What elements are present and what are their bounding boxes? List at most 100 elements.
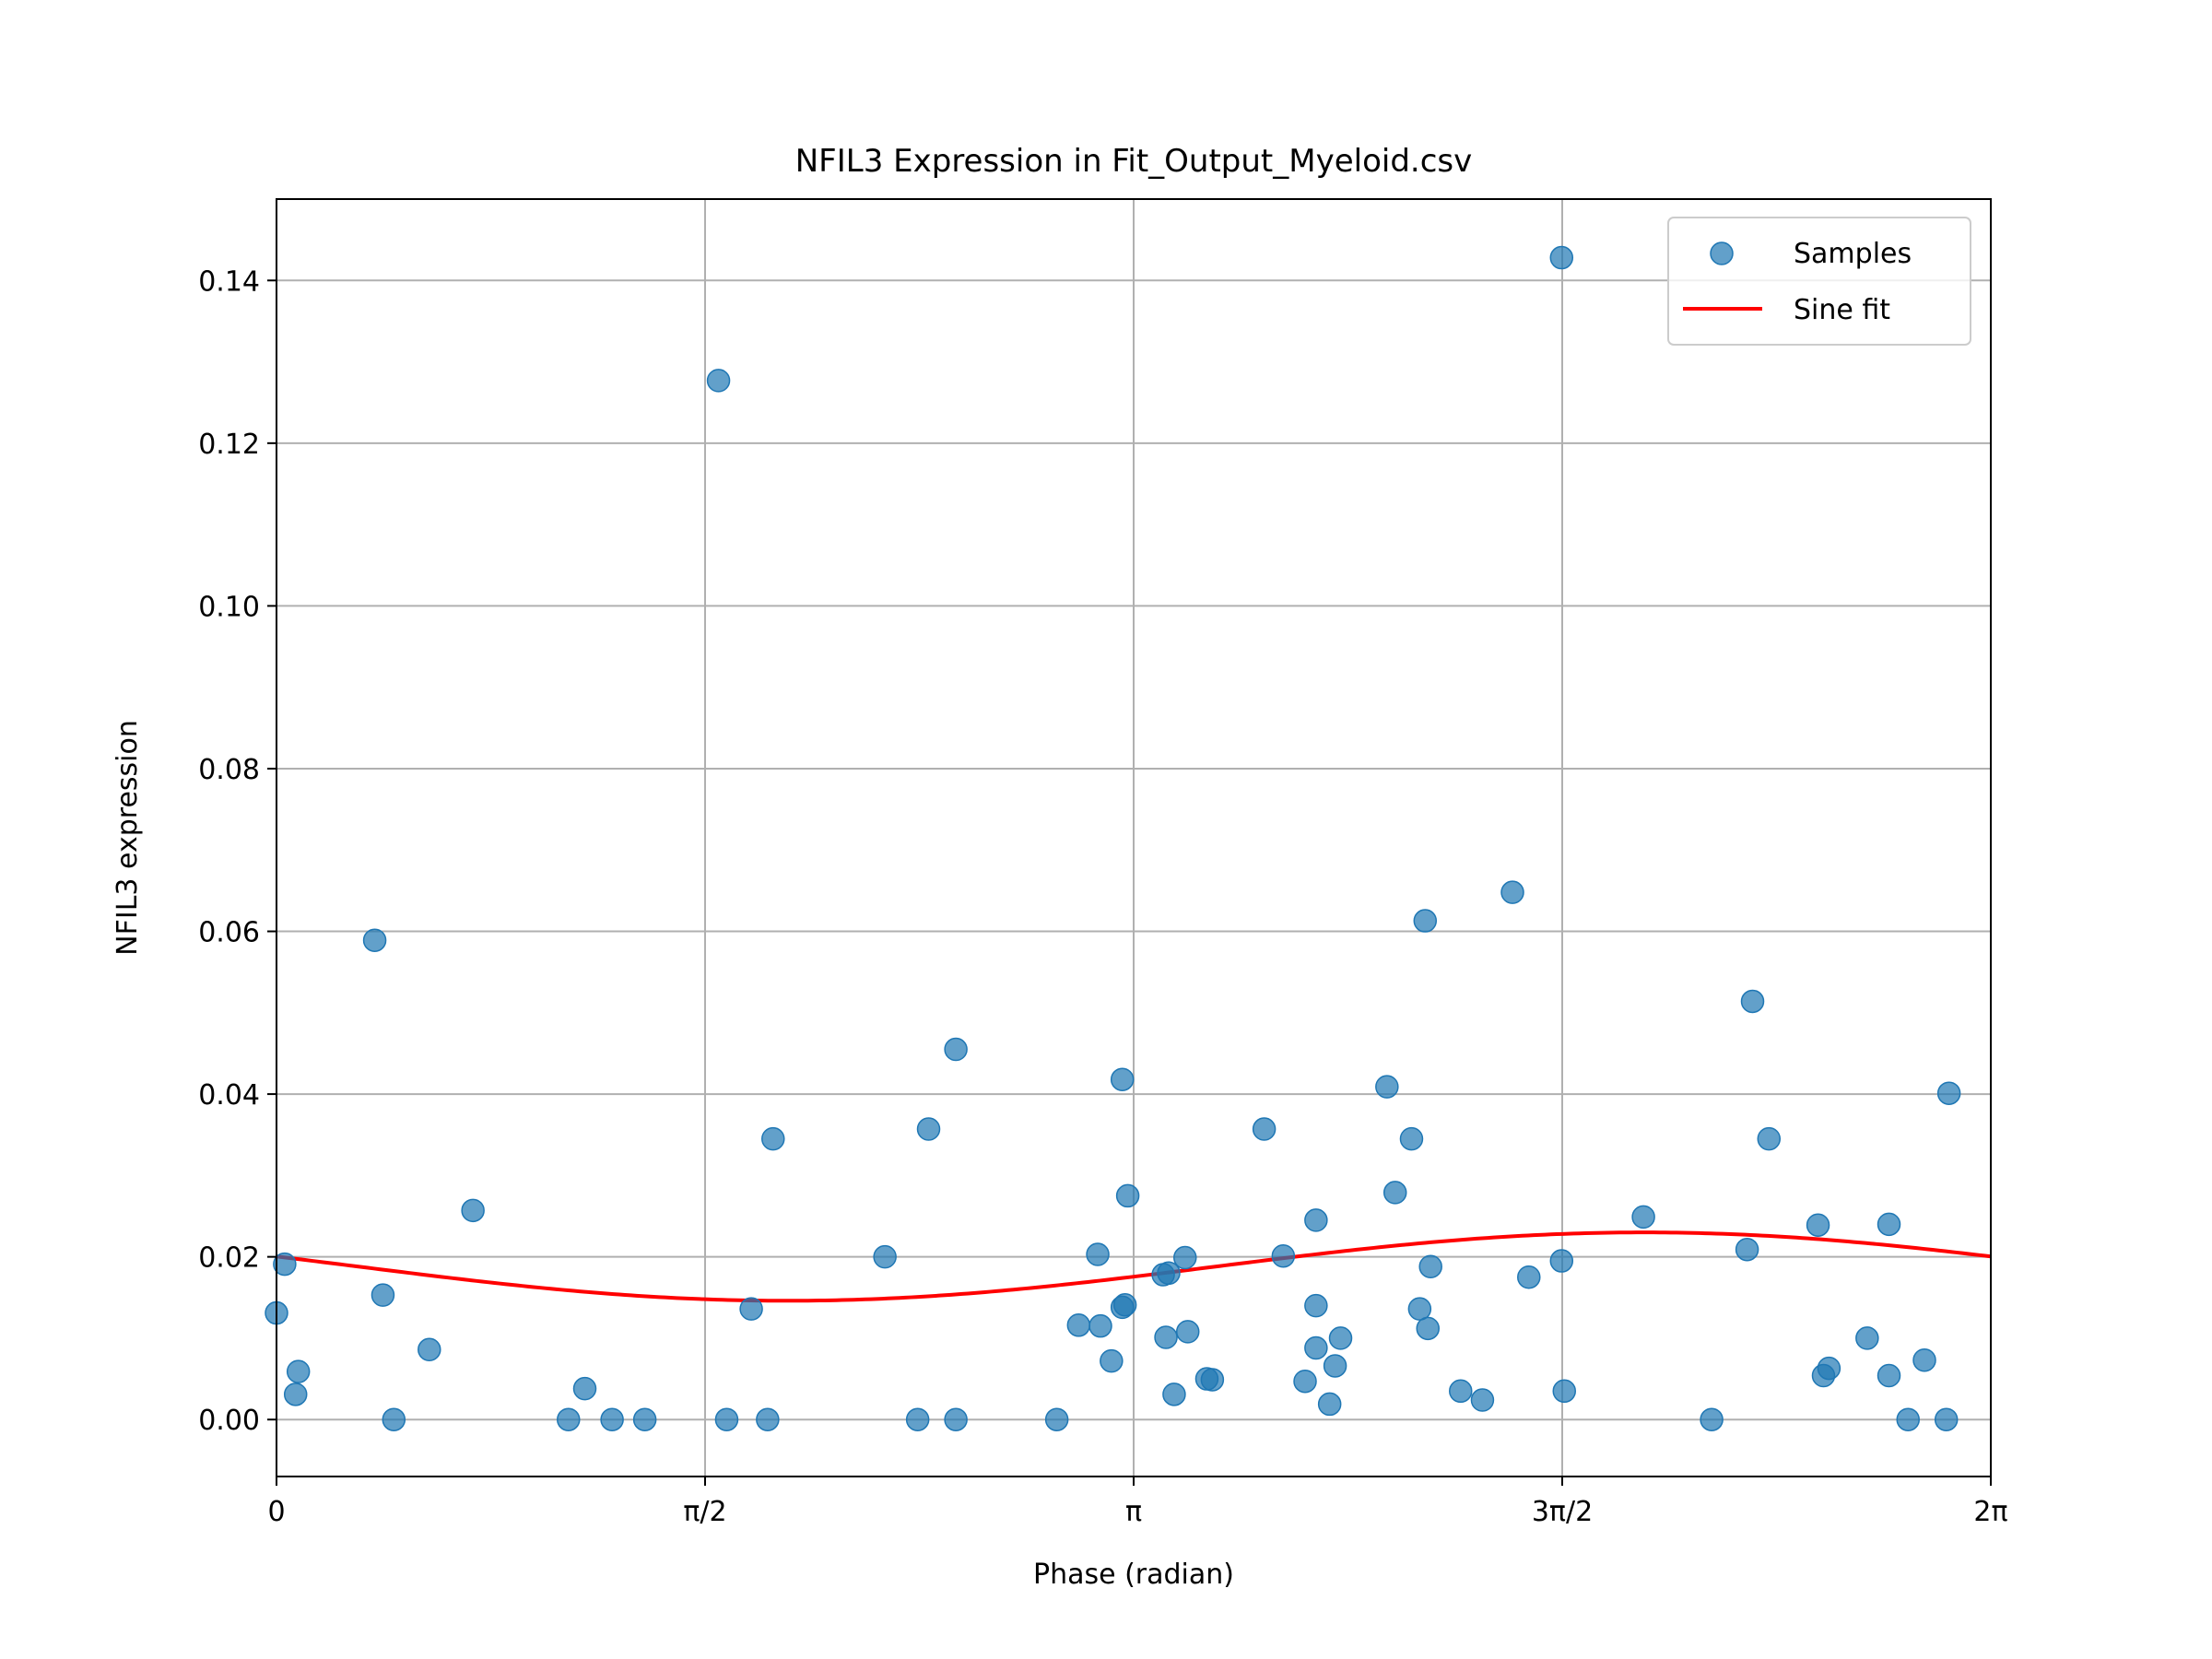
sample-point <box>371 1283 395 1307</box>
sample-point <box>461 1198 485 1223</box>
sample-point <box>1500 880 1524 904</box>
sample-point <box>1175 1320 1200 1344</box>
sample-point <box>273 1252 297 1277</box>
sample-point <box>418 1337 441 1362</box>
sample-point <box>1449 1379 1473 1404</box>
sample-point <box>1157 1261 1181 1286</box>
x-tick-label: π/2 <box>683 1496 726 1528</box>
sample-point <box>1044 1407 1069 1431</box>
sample-point <box>1304 1293 1328 1318</box>
y-axis-ticks: 0.00 0.02 0.04 0.06 0.08 0.10 0.12 0.14 <box>198 265 276 1437</box>
sample-point <box>1470 1388 1495 1412</box>
sample-point <box>632 1407 657 1431</box>
sample-point <box>286 1359 311 1383</box>
sample-point <box>1271 1244 1296 1268</box>
sample-point <box>1896 1407 1920 1431</box>
sample-point <box>1162 1382 1186 1406</box>
sine-fit-line <box>276 1230 1992 1303</box>
sample-point <box>1154 1325 1178 1349</box>
legend-box <box>1667 217 1971 346</box>
sample-point <box>1323 1354 1347 1378</box>
sample-points-layer <box>265 245 1961 1431</box>
sample-point <box>756 1407 780 1431</box>
sample-point <box>1115 1183 1140 1208</box>
sample-point <box>1293 1369 1317 1394</box>
sample-point <box>382 1407 406 1431</box>
sample-point <box>1549 1249 1574 1273</box>
sample-point <box>1806 1213 1830 1237</box>
sample-point <box>944 1037 968 1062</box>
x-axis-label: Phase (radian) <box>1033 1559 1234 1591</box>
legend-samples-marker <box>1710 241 1734 265</box>
sample-point <box>1304 1335 1328 1360</box>
sample-point <box>1110 1067 1135 1091</box>
sample-point <box>1413 909 1438 933</box>
x-tick-label: π <box>1125 1496 1142 1528</box>
y-axis-label: NFIL3 expression <box>112 720 144 956</box>
sample-point <box>1407 1297 1432 1321</box>
y-tick-label: 0.00 <box>198 1405 260 1437</box>
sample-point <box>714 1407 739 1431</box>
x-tick-label: 0 <box>267 1496 285 1528</box>
sample-point <box>916 1117 941 1141</box>
sample-point <box>1066 1313 1091 1337</box>
sample-point <box>1252 1117 1277 1141</box>
x-tick-label: 3π/2 <box>1532 1496 1593 1528</box>
sample-point <box>873 1244 897 1269</box>
sample-point <box>1418 1254 1442 1278</box>
sample-point <box>706 369 731 393</box>
y-tick-label: 0.06 <box>198 917 260 949</box>
sample-point <box>1855 1326 1879 1350</box>
sample-point <box>1740 989 1765 1014</box>
sample-point <box>1877 1363 1901 1388</box>
sample-point <box>1328 1326 1353 1350</box>
chart-title: NFIL3 Expression in Fit_Output_Myeloid.c… <box>795 143 1473 180</box>
sample-point <box>1700 1407 1724 1431</box>
sample-point <box>1877 1212 1901 1237</box>
sample-point <box>1757 1126 1782 1151</box>
sine-fit-layer <box>276 1230 1992 1303</box>
sample-point <box>1088 1313 1112 1338</box>
sample-point <box>761 1126 785 1151</box>
sample-point <box>1936 1081 1961 1105</box>
sample-point <box>1317 1392 1342 1417</box>
y-tick-label: 0.02 <box>198 1242 260 1275</box>
legend-samples-label: Samples <box>1794 238 1912 270</box>
sample-point <box>1382 1181 1407 1205</box>
sample-point <box>600 1407 624 1431</box>
sample-point <box>1399 1126 1424 1151</box>
sample-point <box>557 1407 581 1431</box>
sample-point <box>944 1407 968 1431</box>
legend: Samples Sine fit <box>1667 217 1971 346</box>
sample-point <box>905 1407 930 1431</box>
sample-point <box>1549 245 1574 270</box>
sample-point <box>739 1297 763 1321</box>
y-tick-label: 0.10 <box>198 591 260 623</box>
sample-point <box>1735 1237 1759 1262</box>
sample-point <box>1304 1208 1328 1232</box>
sample-point <box>1517 1265 1541 1289</box>
sample-point <box>1912 1348 1936 1372</box>
sample-point <box>283 1382 308 1406</box>
sample-point <box>1086 1242 1110 1266</box>
sample-point <box>1173 1245 1197 1270</box>
y-tick-label: 0.12 <box>198 429 260 461</box>
sample-point <box>1100 1348 1124 1373</box>
sample-point <box>572 1376 597 1401</box>
sample-point <box>1552 1379 1576 1404</box>
sample-point <box>1416 1316 1440 1341</box>
sample-point <box>1934 1407 1959 1431</box>
legend-fit-label: Sine fit <box>1794 294 1890 326</box>
sample-point <box>1817 1356 1841 1381</box>
sample-point <box>1375 1075 1399 1099</box>
sample-point <box>1112 1292 1137 1317</box>
sample-point <box>1200 1368 1225 1392</box>
y-tick-label: 0.04 <box>198 1079 260 1112</box>
x-tick-label: 2π <box>1973 1496 2007 1528</box>
y-tick-label: 0.08 <box>198 754 260 786</box>
sample-point <box>1631 1205 1655 1230</box>
x-axis-ticks: 0 π/2 π 3π/2 2π <box>267 1477 2008 1528</box>
y-tick-label: 0.14 <box>198 265 260 298</box>
sample-point <box>362 928 387 952</box>
